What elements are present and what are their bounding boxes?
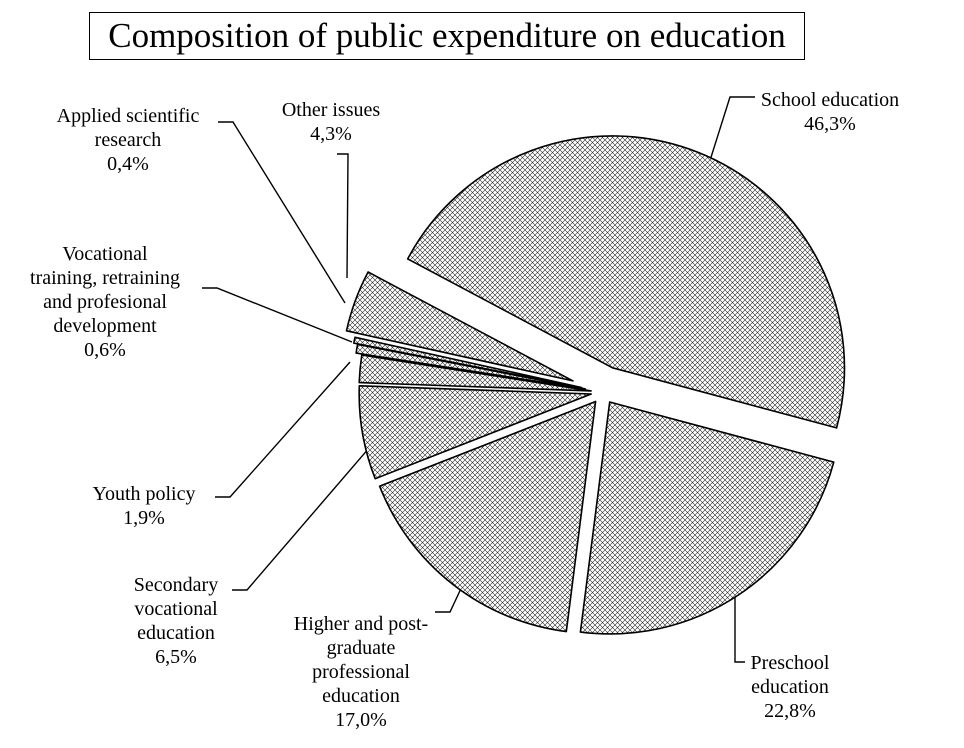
leader-line [215,361,351,498]
label-line: professional [312,661,410,683]
label-line: Other issues [281,99,381,121]
label-line: 4,3% [310,123,352,145]
label-line: development [53,315,157,337]
label-higher-education: Higher and post-graduate professional educ… [294,612,428,732]
label-line: 1,9% [123,507,165,529]
leader-line [218,121,346,304]
pie-slice [579,401,835,635]
pie-slice [353,336,583,389]
label-line: education [751,676,829,698]
chart-title: Composition of public expenditure on edu… [89,12,805,60]
leader-line [337,153,349,279]
label-secondary-vocational: Secondary vocational education 6,5% [134,573,218,669]
label-line: Vocational [62,243,148,265]
leader-lines [202,96,755,663]
label-line: 17,0% [335,709,387,731]
leader-line [232,411,401,591]
pie-slices [345,135,846,635]
label-line: Higher and post- [293,613,429,635]
pie-slice [358,385,592,480]
label-line: 6,5% [155,646,197,668]
label-line: 0,4% [107,153,149,175]
label-line: Secondary [133,574,219,596]
label-line: Applied scientific [56,105,200,127]
label-applied-research: Applied scientific research 0,4% [57,104,200,176]
label-line: 46,3% [804,113,856,135]
label-line: 22,8% [764,700,816,722]
leader-line [202,287,353,343]
leader-line [706,96,755,171]
label-line: School education [760,89,900,111]
pie-slice [358,354,592,392]
label-line: and profesional [43,291,167,313]
label-school-education: School education 46,3% [761,88,899,136]
label-other-issues: Other issues 4,3% [282,98,380,146]
pie-slice [406,135,846,429]
label-line: training, retraining [30,267,180,289]
leader-line [734,588,745,663]
label-youth-policy: Youth policy 1,9% [93,482,196,530]
label-preschool-education: Preschool education 22,8% [751,651,830,723]
label-line: graduate [326,637,396,659]
label-line: research [94,129,162,151]
label-line: vocational [134,598,218,620]
label-line: 0,6% [84,339,126,361]
label-line: Preschool [750,652,830,674]
label-line: education [137,622,215,644]
pie-slice [345,271,574,382]
label-line: Youth policy [92,483,196,505]
label-vocational-training: Vocational training, retraining and profes… [30,242,180,362]
label-line: education [322,685,400,707]
pie-slice [378,400,597,633]
